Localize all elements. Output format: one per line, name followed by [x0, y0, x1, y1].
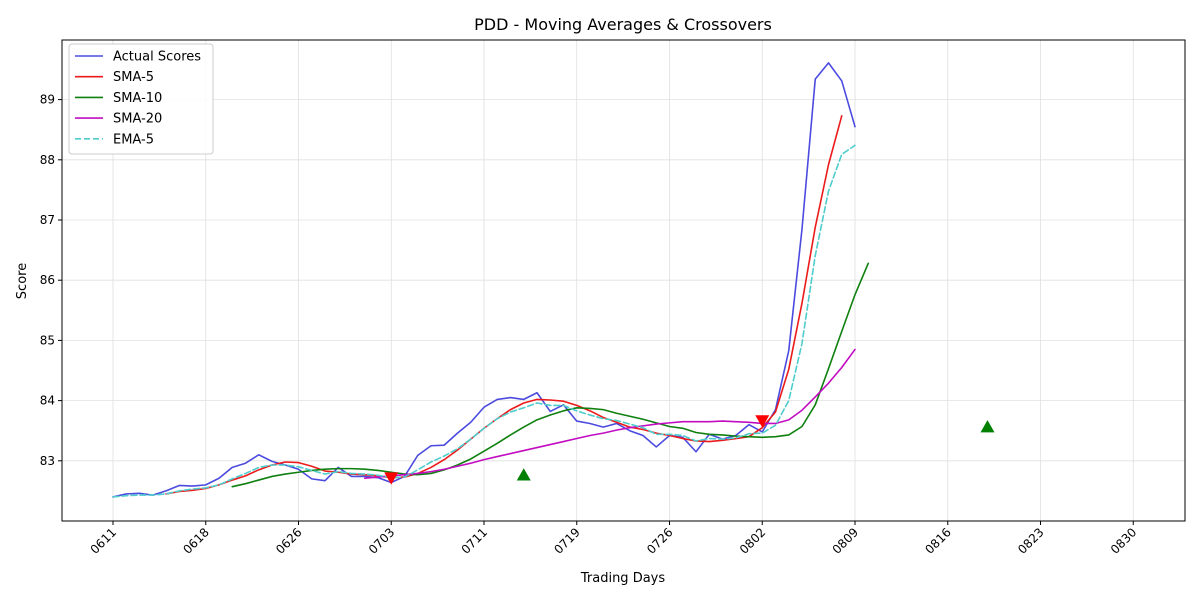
- bearish-crossover-marker: [755, 415, 770, 428]
- legend-item: EMA-5: [75, 132, 154, 147]
- legend-label: SMA-10: [113, 91, 162, 106]
- legend-item: SMA-10: [75, 91, 162, 106]
- x-axis-label: Trading Days: [580, 571, 665, 586]
- y-axis: 83 84 85 86 87 88 89: [40, 93, 62, 468]
- crossover-markers: [384, 415, 995, 485]
- plot-lines: [112, 62, 870, 498]
- legend-label: Actual Scores: [113, 50, 201, 65]
- chart-title: PDD - Moving Averages & Crossovers: [474, 15, 772, 34]
- y-tick-label: 83: [40, 454, 55, 468]
- y-tick-label: 88: [40, 153, 55, 167]
- series-line-sma-20: [363, 348, 856, 480]
- legend-item: Actual Scores: [75, 50, 201, 65]
- legend-label: EMA-5: [113, 132, 154, 147]
- legend-label: SMA-20: [113, 112, 162, 127]
- y-tick-label: 84: [40, 394, 55, 408]
- series-line-actual-scores: [112, 62, 856, 498]
- series-line-sma-5: [165, 115, 843, 495]
- bullish-crossover-marker: [980, 420, 995, 433]
- legend-label: SMA-5: [113, 70, 154, 85]
- y-axis-label: Score: [15, 263, 30, 299]
- legend-item: SMA-20: [75, 112, 162, 127]
- bearish-crossover-marker: [384, 472, 399, 485]
- legend: Actual Scores SMA-5 SMA-10 SMA-20 EMA-5: [68, 43, 214, 155]
- y-tick-label: 87: [40, 213, 55, 227]
- bullish-crossover-marker: [516, 468, 531, 481]
- y-tick-label: 86: [40, 273, 55, 287]
- y-tick-label: 85: [40, 333, 55, 347]
- series-line-ema-5: [112, 144, 856, 498]
- legend-item: SMA-5: [75, 70, 154, 85]
- legend-box: [68, 43, 214, 155]
- y-tick-label: 89: [40, 93, 55, 107]
- series-line-sma-10: [231, 262, 870, 488]
- gridlines: [62, 40, 1185, 521]
